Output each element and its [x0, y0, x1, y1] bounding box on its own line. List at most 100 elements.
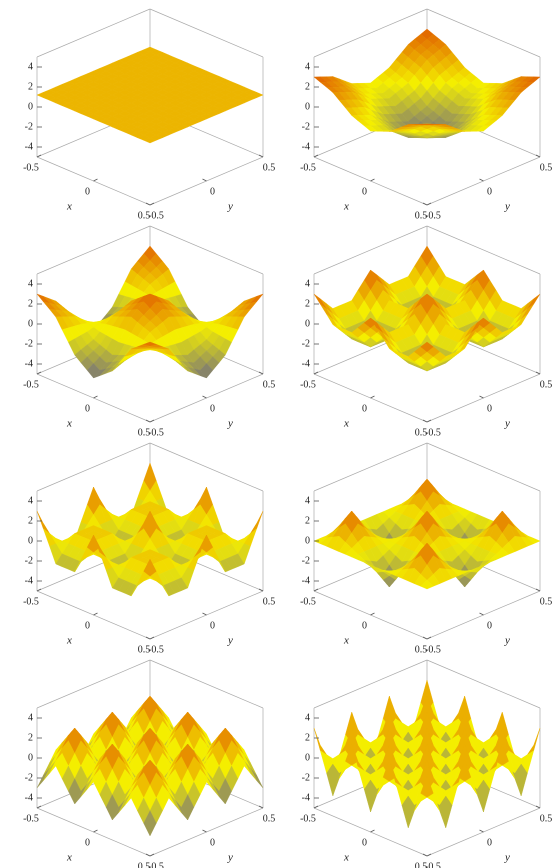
x-tick: [314, 372, 318, 374]
x-tick-label: -0.5: [300, 813, 316, 824]
x-tick: [371, 613, 375, 615]
y-tick: [259, 155, 263, 157]
surface-plot: -4-2024-0.500.5-0.500.5xy: [300, 226, 552, 438]
y-tick-label: 0.5: [263, 596, 276, 607]
box-edge: [37, 443, 150, 491]
surface-patch: [250, 768, 263, 788]
z-tick-label: -2: [302, 772, 310, 783]
x-axis-label: x: [66, 418, 72, 430]
x-tick: [37, 589, 41, 591]
x-tick-label: 0: [362, 837, 367, 848]
x-axis-label: x: [66, 852, 72, 864]
z-tick-label: 2: [305, 81, 310, 92]
y-tick-label: 0: [210, 186, 215, 197]
x-tick: [427, 203, 431, 205]
y-axis-label: y: [504, 201, 510, 213]
x-tick: [94, 396, 98, 398]
z-tick-label: -4: [302, 358, 310, 369]
y-tick-label: -0.5: [425, 427, 441, 438]
x-tick: [427, 854, 431, 856]
y-axis-label: y: [227, 418, 233, 430]
z-tick-label: 0: [305, 535, 310, 546]
z-tick-label: 2: [305, 732, 310, 743]
y-tick-label: 0.5: [540, 596, 553, 607]
y-tick-label: 0.5: [540, 162, 553, 173]
x-tick: [94, 179, 98, 181]
y-tick-label: 0: [210, 837, 215, 848]
x-axis-label: x: [343, 635, 349, 647]
surface-patch: [250, 511, 263, 534]
box-edge: [150, 660, 263, 708]
x-tick: [314, 155, 318, 157]
z-tick-label: 4: [305, 61, 310, 72]
y-tick-label: 0.5: [540, 379, 553, 390]
z-tick-label: 2: [28, 81, 33, 92]
x-tick: [427, 420, 431, 422]
y-tick-label: 0.5: [263, 813, 276, 824]
y-tick: [480, 613, 484, 615]
y-tick: [536, 589, 540, 591]
y-tick: [480, 179, 484, 181]
surface-patch: [314, 294, 327, 309]
z-tick-label: 0: [305, 318, 310, 329]
y-tick-label: 0.5: [263, 162, 276, 173]
y-axis-label: y: [504, 635, 510, 647]
z-tick-label: -4: [25, 792, 33, 803]
z-tick-label: 0: [28, 535, 33, 546]
y-tick: [203, 179, 207, 181]
box-edge: [314, 660, 427, 708]
x-axis-label: x: [343, 201, 349, 213]
z-tick-label: -4: [25, 141, 33, 152]
z-tick-label: 2: [305, 298, 310, 309]
y-axis-label: y: [227, 852, 233, 864]
surface-patch: [37, 511, 50, 534]
z-tick-label: -4: [302, 575, 310, 586]
surface-plot: -4-2024-0.500.5-0.500.5xy: [23, 9, 275, 221]
z-tick-label: -2: [25, 555, 33, 566]
y-axis-label: y: [227, 635, 233, 647]
z-tick-label: -4: [25, 358, 33, 369]
box-edge: [314, 443, 427, 491]
y-tick-label: 0: [487, 403, 492, 414]
x-tick-label: 0: [362, 403, 367, 414]
y-tick-label: -0.5: [425, 861, 441, 868]
x-tick-label: -0.5: [23, 813, 39, 824]
x-tick: [314, 589, 318, 591]
x-tick: [37, 806, 41, 808]
x-tick: [37, 372, 41, 374]
x-tick: [150, 203, 154, 205]
y-tick-label: 0: [487, 837, 492, 848]
x-axis-label: x: [343, 852, 349, 864]
y-tick: [146, 203, 150, 205]
box-edge: [314, 226, 427, 274]
box-edge: [427, 226, 540, 274]
z-tick-label: -2: [25, 772, 33, 783]
x-tick: [427, 637, 431, 639]
z-tick-label: 4: [305, 495, 310, 506]
box-edge: [150, 9, 263, 57]
y-tick: [423, 637, 427, 639]
z-tick-label: -2: [302, 121, 310, 132]
y-tick-label: -0.5: [148, 427, 164, 438]
x-tick-label: -0.5: [300, 379, 316, 390]
z-tick-label: -2: [302, 555, 310, 566]
y-tick: [146, 854, 150, 856]
x-axis-label: x: [343, 418, 349, 430]
box-edge: [427, 443, 540, 491]
y-tick: [480, 396, 484, 398]
y-tick: [203, 830, 207, 832]
x-tick-label: -0.5: [23, 596, 39, 607]
chart-grid: -4 -2 0 2 4 -0.5 0 0.5 -0.5 0 0.5 x y -4 -2 0 2 4 -0.5 0 0.5…: [0, 0, 553, 868]
z-tick-label: -2: [302, 338, 310, 349]
box-edge: [150, 443, 263, 491]
y-tick-label: 0.5: [263, 379, 276, 390]
y-tick: [423, 854, 427, 856]
z-tick-label: 4: [28, 278, 33, 289]
x-tick: [371, 396, 375, 398]
z-tick-label: -2: [25, 338, 33, 349]
y-tick-label: 0: [487, 186, 492, 197]
box-edge: [427, 660, 540, 708]
